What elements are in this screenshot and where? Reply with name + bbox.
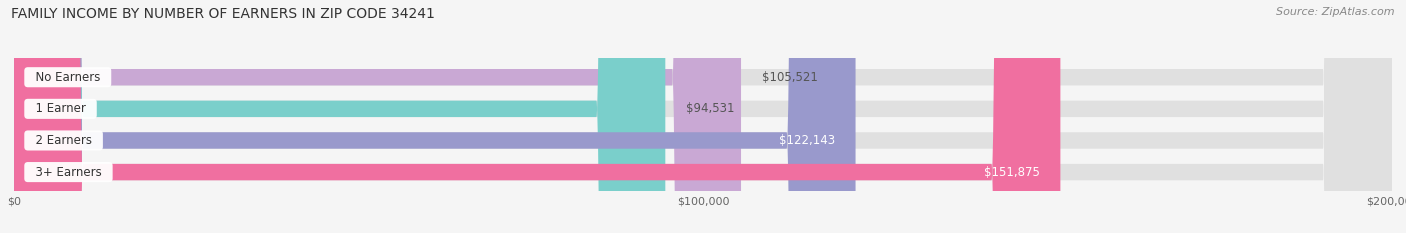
Text: No Earners: No Earners bbox=[28, 71, 108, 84]
Text: 3+ Earners: 3+ Earners bbox=[28, 166, 110, 178]
FancyBboxPatch shape bbox=[14, 0, 1392, 233]
FancyBboxPatch shape bbox=[14, 0, 1060, 233]
FancyBboxPatch shape bbox=[14, 0, 741, 233]
FancyBboxPatch shape bbox=[14, 0, 1392, 233]
FancyBboxPatch shape bbox=[14, 0, 856, 233]
Text: FAMILY INCOME BY NUMBER OF EARNERS IN ZIP CODE 34241: FAMILY INCOME BY NUMBER OF EARNERS IN ZI… bbox=[11, 7, 434, 21]
Text: 2 Earners: 2 Earners bbox=[28, 134, 100, 147]
Text: $105,521: $105,521 bbox=[762, 71, 817, 84]
Text: $122,143: $122,143 bbox=[779, 134, 835, 147]
Text: Source: ZipAtlas.com: Source: ZipAtlas.com bbox=[1277, 7, 1395, 17]
Text: $151,875: $151,875 bbox=[984, 166, 1039, 178]
Text: $94,531: $94,531 bbox=[686, 102, 734, 115]
FancyBboxPatch shape bbox=[14, 0, 1392, 233]
FancyBboxPatch shape bbox=[14, 0, 665, 233]
FancyBboxPatch shape bbox=[14, 0, 1392, 233]
Text: 1 Earner: 1 Earner bbox=[28, 102, 93, 115]
